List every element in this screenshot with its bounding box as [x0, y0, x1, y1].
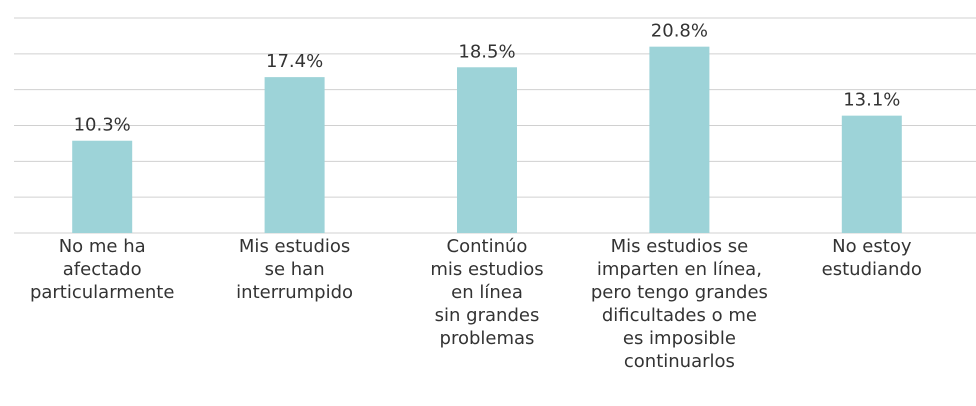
value-label: 10.3% [74, 115, 131, 136]
label-line: mis estudios [430, 259, 543, 280]
bar [841, 115, 902, 233]
value-label: 17.4% [266, 51, 323, 72]
x-tick-label: Mis estudios se imparten en línea, pero te… [591, 236, 768, 372]
value-label: 18.5% [458, 41, 515, 62]
label-line: dificultades o me [602, 305, 757, 326]
label-line: se han [265, 259, 325, 280]
x-tick-label: No me ha afectado particularmente [30, 236, 174, 303]
label-line: estudiando [822, 259, 922, 280]
label-line: sin grandes [435, 305, 540, 326]
bar [457, 67, 517, 233]
label-line: imparten en línea, [597, 259, 762, 280]
x-tick-label: Continúo mis estudios en línea sin grandes p… [430, 236, 543, 349]
bar [649, 46, 710, 233]
value-label: 13.1% [843, 90, 900, 111]
label-line: particularmente [30, 282, 174, 303]
label-line: problemas [440, 328, 535, 349]
label-line: afectado [63, 259, 142, 280]
value-label: 20.8% [651, 21, 708, 42]
label-line: No estoy [832, 236, 912, 257]
label-line: pero tengo grandes [591, 282, 768, 303]
label-line: Mis estudios [239, 236, 350, 257]
label-line: en línea [451, 282, 523, 303]
label-line: Mis estudios se [611, 236, 749, 257]
label-line: No me ha [59, 236, 146, 257]
x-tick-label: Mis estudios se han interrumpido [236, 236, 353, 303]
label-line: es imposible [623, 328, 736, 349]
x-tick-label: No estoy estudiando [822, 236, 922, 280]
label-line: interrumpido [236, 282, 353, 303]
bar [72, 140, 133, 233]
label-line: Continúo [447, 236, 528, 257]
label-line: continuarlos [624, 351, 735, 372]
bar [264, 77, 325, 233]
